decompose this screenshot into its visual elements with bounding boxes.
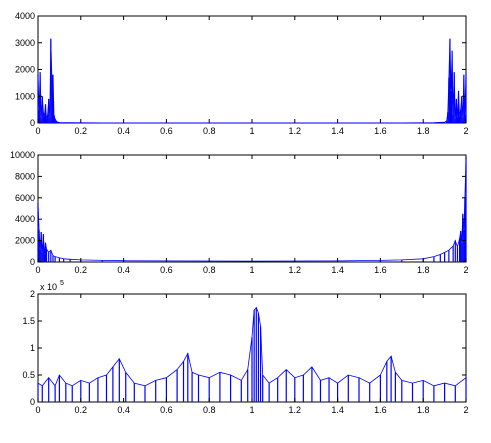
x-tick-label: 0.8 (203, 126, 216, 136)
x-tick-label: 0 (35, 265, 40, 275)
series-line (37, 306, 467, 387)
y-tick-label: 2000 (15, 236, 35, 246)
x-tick-label: 0.4 (117, 265, 130, 275)
x-tick-label: 0.8 (203, 405, 216, 415)
subplot-3: 0 0.2 0.4 0.6 0.8 1 1.2 1.4 1.6 1.8 2 0 0.5 1 1.5 2 x 10… (22, 280, 468, 415)
subplot-1: 0 0.2 0.4 0.6 0.8 1 1.2 1.4 1.6 1.8 2 0 1000 2000 3000… (15, 11, 469, 136)
x-tick-label: 1.8 (417, 265, 430, 275)
series-1 (37, 306, 467, 402)
y-tick-label: 2 (30, 289, 35, 299)
x-tick-label: 1.2 (289, 405, 302, 415)
y-tick-label: 1 (30, 343, 35, 353)
y-tick-label: 1.5 (22, 316, 35, 326)
x-tick-label: 1.8 (417, 126, 430, 136)
y-exponent-label: x 10 (40, 282, 57, 292)
x-tick-label: 0.8 (203, 265, 216, 275)
axes-box (37, 154, 467, 263)
x-tick-label: 1.6 (374, 405, 387, 415)
series-line (37, 157, 467, 262)
y-tick-label: 4000 (15, 11, 35, 21)
x-tick-label: 0.2 (75, 126, 88, 136)
series-1 (37, 38, 467, 124)
x-tick-label: 0 (35, 126, 40, 136)
x-tick-label: 0 (35, 405, 40, 415)
x-tick-label: 1.4 (331, 265, 344, 275)
x-tick-label: 1 (249, 126, 254, 136)
y-tick-label: 2000 (15, 65, 35, 75)
y-tick-label: 10000 (10, 150, 35, 160)
x-tick-label: 1.8 (417, 405, 430, 415)
x-tick-label: 0.2 (75, 265, 88, 275)
y-exponent-power: 5 (60, 280, 64, 287)
x-tick-label: 0.4 (117, 126, 130, 136)
x-tick-label: 2 (463, 265, 468, 275)
y-tick-label: 8000 (15, 171, 35, 181)
x-tick-label: 0.6 (160, 126, 173, 136)
x-tick-label: 1.6 (374, 126, 387, 136)
x-tick-label: 0.6 (160, 405, 173, 415)
x-tick-label: 1.4 (331, 126, 344, 136)
y-tick-label: 0 (30, 257, 35, 267)
y-tick-label: 4000 (15, 214, 35, 224)
x-tick-label: 1.2 (289, 265, 302, 275)
series-line (37, 38, 467, 124)
x-tick-label: 0.4 (117, 405, 130, 415)
y-tick-label: 3000 (15, 38, 35, 48)
x-tick-label: 1.4 (331, 405, 344, 415)
series-1 (37, 157, 467, 262)
y-tick-label: 0.5 (22, 370, 35, 380)
x-tick-label: 1 (249, 265, 254, 275)
x-tick-label: 0.6 (160, 265, 173, 275)
x-tick-label: 0.2 (75, 405, 88, 415)
axes-box (37, 15, 467, 124)
x-tick-label: 1.2 (289, 126, 302, 136)
y-tick-label: 0 (30, 397, 35, 407)
x-tick-label: 2 (463, 126, 468, 136)
y-tick-label: 6000 (15, 193, 35, 203)
x-tick-label: 1 (249, 405, 254, 415)
subplot-2: 0 0.2 0.4 0.6 0.8 1 1.2 1.4 1.6 1.8 2 0 2000 4000 6000… (10, 150, 469, 275)
y-tick-label: 1000 (15, 91, 35, 101)
x-tick-label: 1.6 (374, 265, 387, 275)
x-tick-label: 2 (463, 405, 468, 415)
y-tick-label: 0 (30, 118, 35, 128)
